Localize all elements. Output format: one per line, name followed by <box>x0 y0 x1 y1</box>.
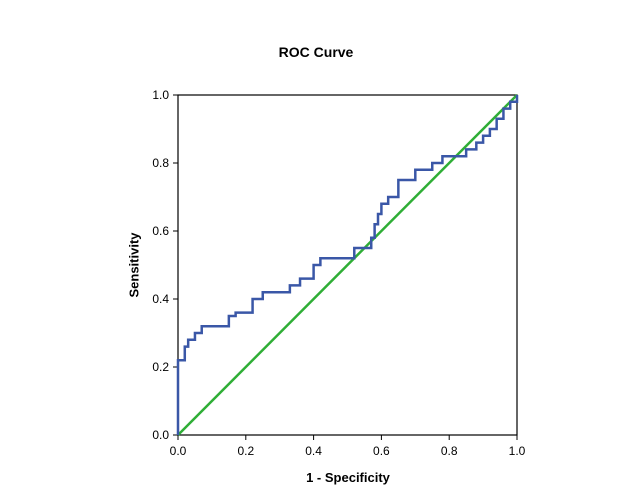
y-tick-label: 1.0 <box>152 88 169 102</box>
x-tick-label: 0.2 <box>237 444 254 458</box>
plot-border <box>177 94 518 436</box>
x-tick-label: 0.0 <box>170 444 187 458</box>
x-tick-label: 0.4 <box>305 444 322 458</box>
x-axis-label: 1 - Specificity <box>306 470 390 485</box>
chart-title: ROC Curve <box>278 44 354 60</box>
x-tick-label: 0.6 <box>373 444 390 458</box>
reference-line <box>177 94 518 436</box>
roc-curve-line <box>176 95 519 435</box>
y-tick-label: 0.4 <box>152 292 169 306</box>
y-tick-label: 0.6 <box>152 224 169 238</box>
x-tick-label: 1.0 <box>509 444 526 458</box>
y-tick-label: 0.2 <box>152 360 169 374</box>
y-tick-label: 0.0 <box>152 428 169 442</box>
x-tick-label: 0.8 <box>441 444 458 458</box>
y-tick-label: 0.8 <box>152 156 169 170</box>
